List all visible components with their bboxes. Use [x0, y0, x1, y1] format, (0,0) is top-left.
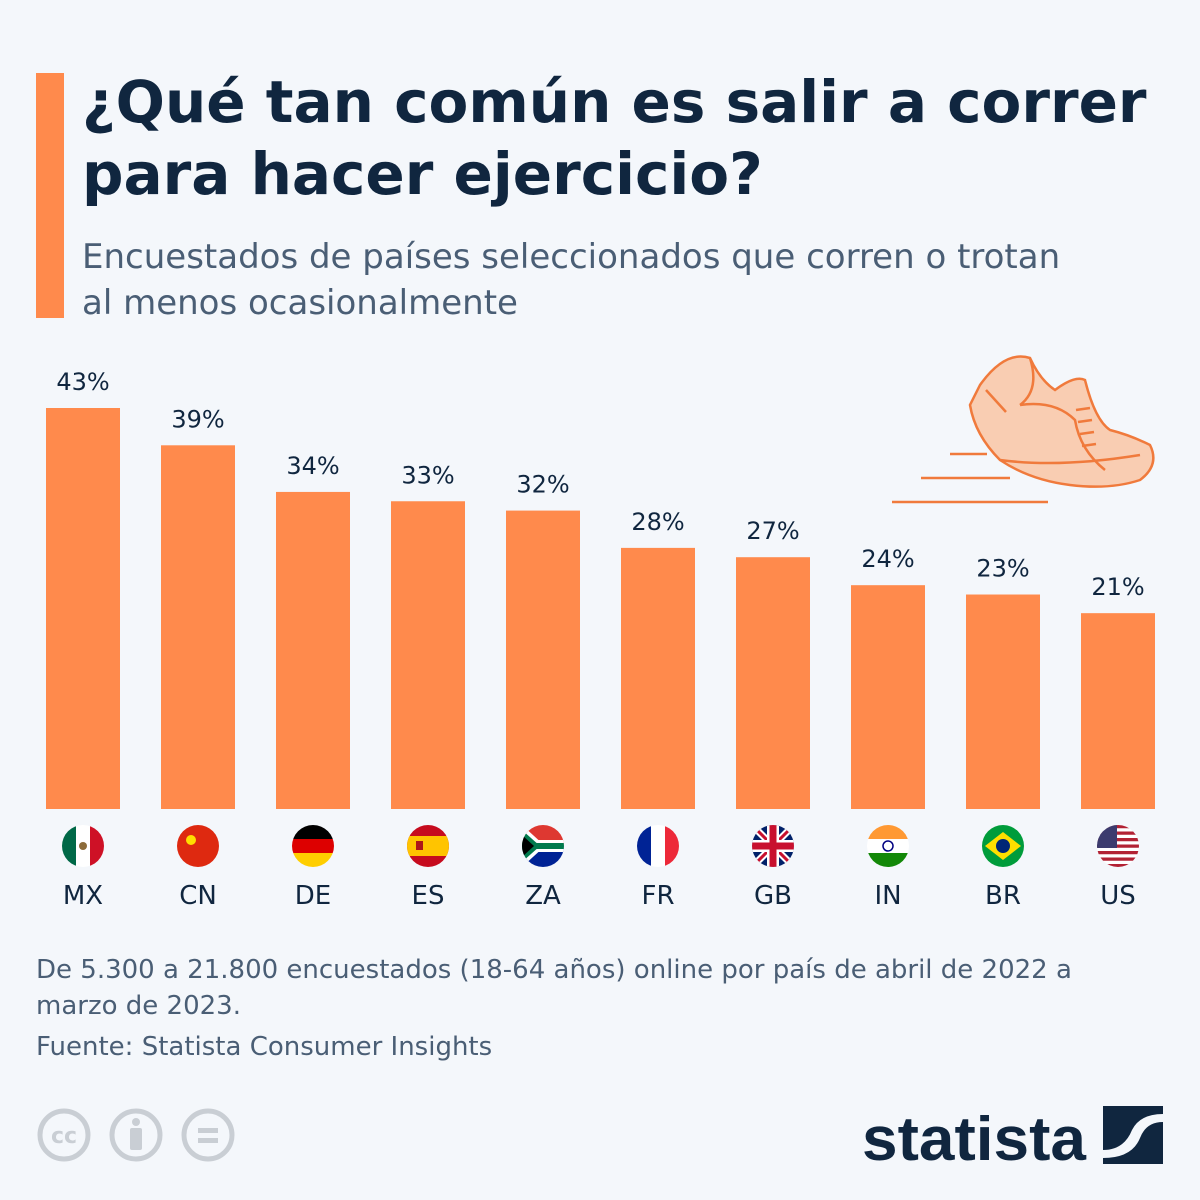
bar-MX	[46, 408, 120, 809]
category-label-IN: IN	[874, 881, 901, 911]
survey-note: De 5.300 a 21.800 encuestados (18-64 año…	[36, 955, 1072, 1021]
bar-DE	[276, 491, 350, 809]
subtitle: Encuestados de países seleccionados que …	[82, 237, 1061, 323]
category-label-BR: BR	[985, 881, 1021, 911]
category-label-GB: GB	[754, 881, 792, 911]
running-shoe-icon	[892, 355, 1155, 504]
data-label-ZA: 32%	[516, 471, 569, 499]
bar-chart: 43% MX 39% CN 34% DE 33% ES 32% ZA 28% FR 27% GB 24% IN…	[46, 355, 1155, 911]
svg-text:statista: statista	[862, 1105, 1087, 1170]
category-label-ES: ES	[412, 881, 445, 911]
bar-GB	[736, 557, 810, 809]
data-label-US: 21%	[1091, 573, 1144, 601]
data-label-BR: 23%	[976, 555, 1029, 583]
flag-de-icon	[292, 825, 334, 867]
flag-br-icon	[982, 825, 1024, 867]
bar-BR	[966, 594, 1040, 809]
data-label-IN: 24%	[861, 545, 914, 573]
svg-text:cc: cc	[51, 1124, 77, 1149]
cc-icon: cc	[37, 1108, 91, 1162]
flag-cn-icon	[177, 825, 219, 867]
data-label-FR: 28%	[631, 508, 684, 536]
data-label-CN: 39%	[171, 405, 224, 433]
flag-mx-icon	[62, 825, 104, 867]
bar-CN	[161, 445, 235, 809]
flag-es-icon	[407, 825, 449, 867]
flag-fr-icon	[637, 825, 679, 867]
category-label-US: US	[1100, 881, 1136, 911]
data-label-DE: 34%	[286, 452, 339, 480]
source: Fuente: Statista Consumer Insights	[36, 1032, 493, 1062]
category-label-DE: DE	[295, 881, 331, 911]
bar-ZA	[506, 510, 580, 809]
title-accent-bar	[36, 73, 64, 318]
category-label-CN: CN	[179, 881, 217, 911]
page-title: ¿Qué tan común es salir a correr para ha…	[82, 68, 1147, 208]
data-label-ES: 33%	[401, 461, 454, 489]
flag-gb-icon	[752, 825, 794, 867]
no-derivatives-icon	[181, 1108, 235, 1162]
flag-us-icon	[1097, 825, 1139, 867]
data-label-GB: 27%	[746, 517, 799, 545]
data-label-MX: 43%	[56, 368, 109, 396]
flag-in-icon	[867, 825, 909, 867]
bar-ES	[391, 501, 465, 809]
bar-FR	[621, 547, 695, 809]
category-label-FR: FR	[641, 881, 674, 911]
bar-IN	[851, 585, 925, 809]
statista-logo: statista	[862, 1105, 1163, 1170]
attribution-icon	[109, 1108, 163, 1162]
bar-US	[1081, 613, 1155, 809]
category-label-ZA: ZA	[525, 881, 561, 911]
category-label-MX: MX	[63, 881, 103, 911]
flag-za-icon	[522, 825, 564, 867]
